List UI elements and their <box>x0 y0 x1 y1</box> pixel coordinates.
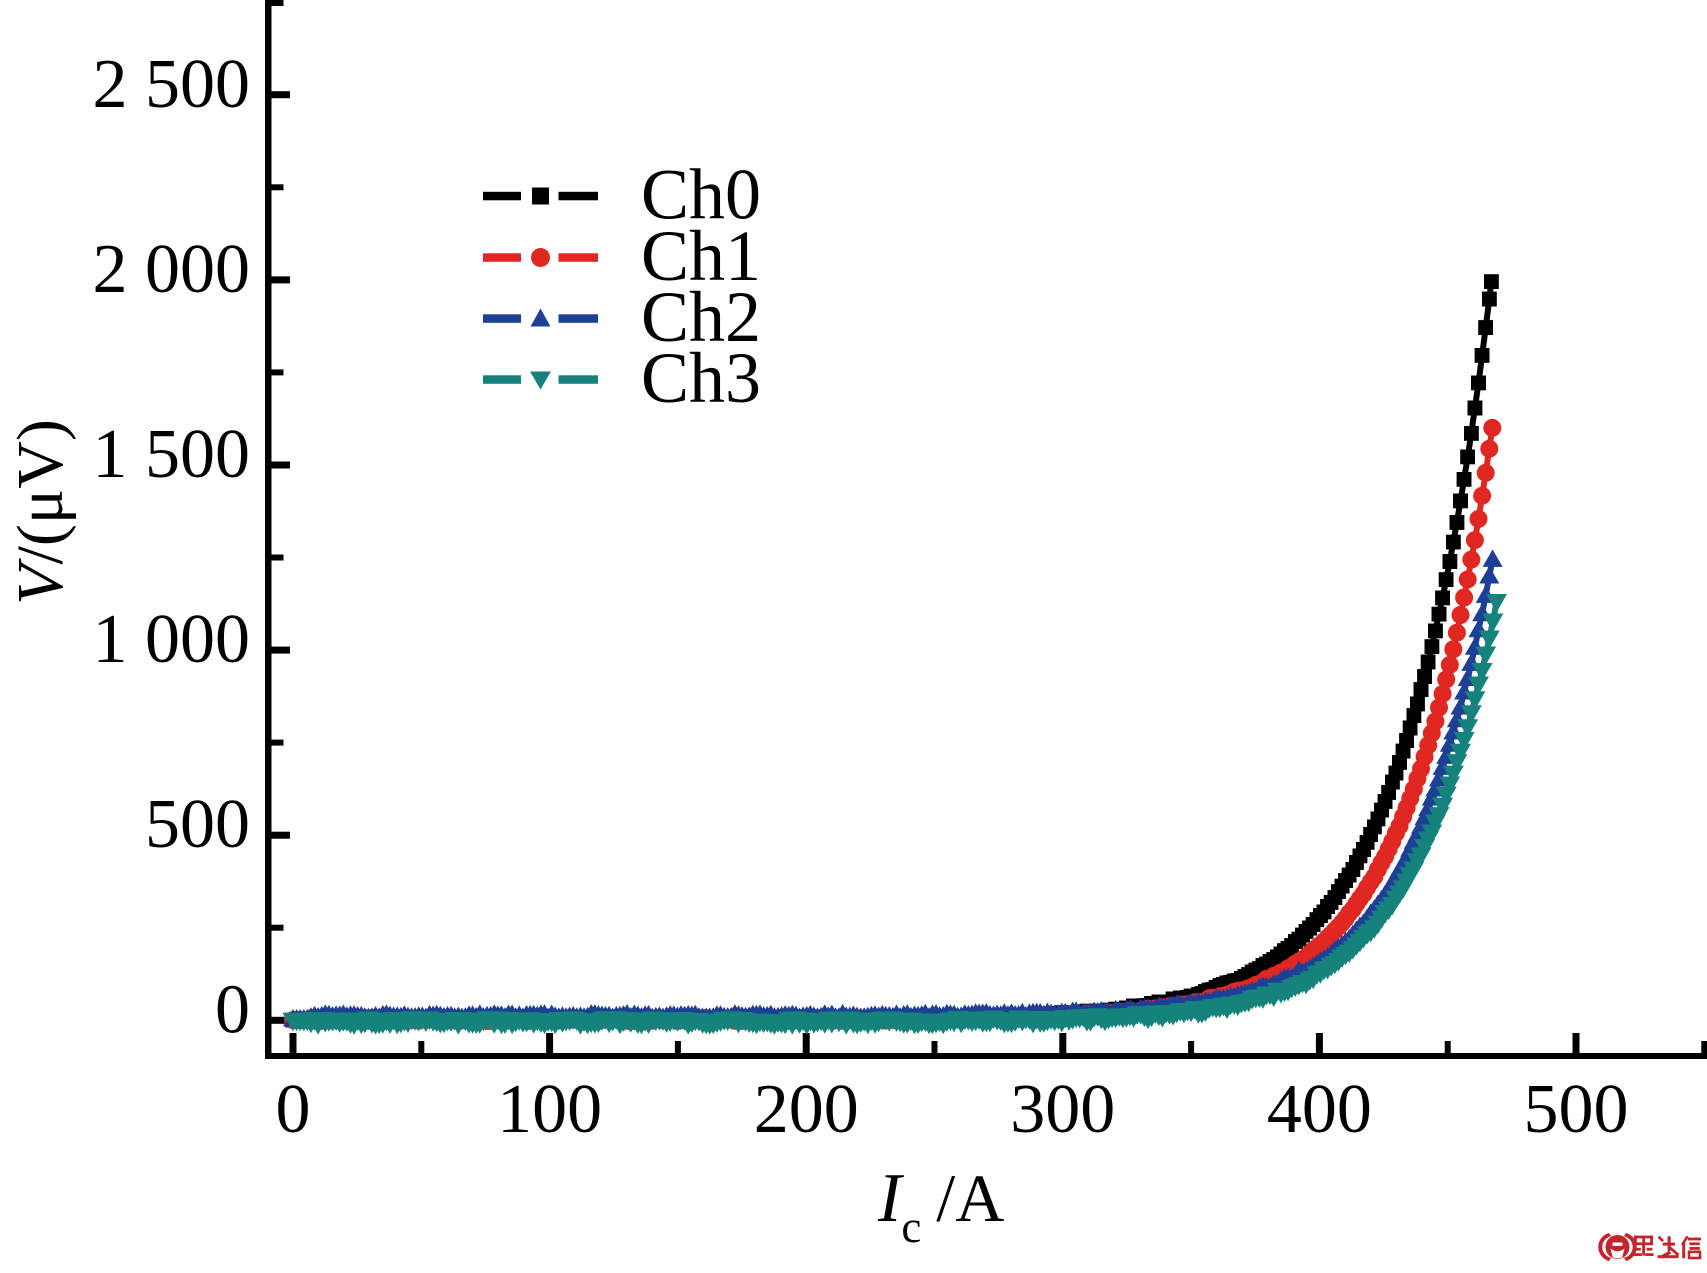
svg-text:500: 500 <box>145 786 250 863</box>
svg-text:2 000: 2 000 <box>93 231 251 308</box>
svg-text:400: 400 <box>1267 1071 1372 1148</box>
svg-text:1 500: 1 500 <box>93 416 251 493</box>
svg-text:2 500: 2 500 <box>93 46 251 123</box>
svg-text:0: 0 <box>276 1071 311 1148</box>
svg-text:1 000: 1 000 <box>93 601 251 678</box>
svg-text:100: 100 <box>497 1071 602 1148</box>
svg-text:V/(μV): V/(μV) <box>4 419 77 605</box>
svg-text:Ic/A: Ic/A <box>877 1160 1004 1252</box>
svg-text:Ch3: Ch3 <box>641 338 761 418</box>
svg-text:0: 0 <box>215 971 250 1048</box>
svg-text:200: 200 <box>754 1071 859 1148</box>
svg-text:500: 500 <box>1524 1071 1629 1148</box>
svg-text:300: 300 <box>1010 1071 1115 1148</box>
